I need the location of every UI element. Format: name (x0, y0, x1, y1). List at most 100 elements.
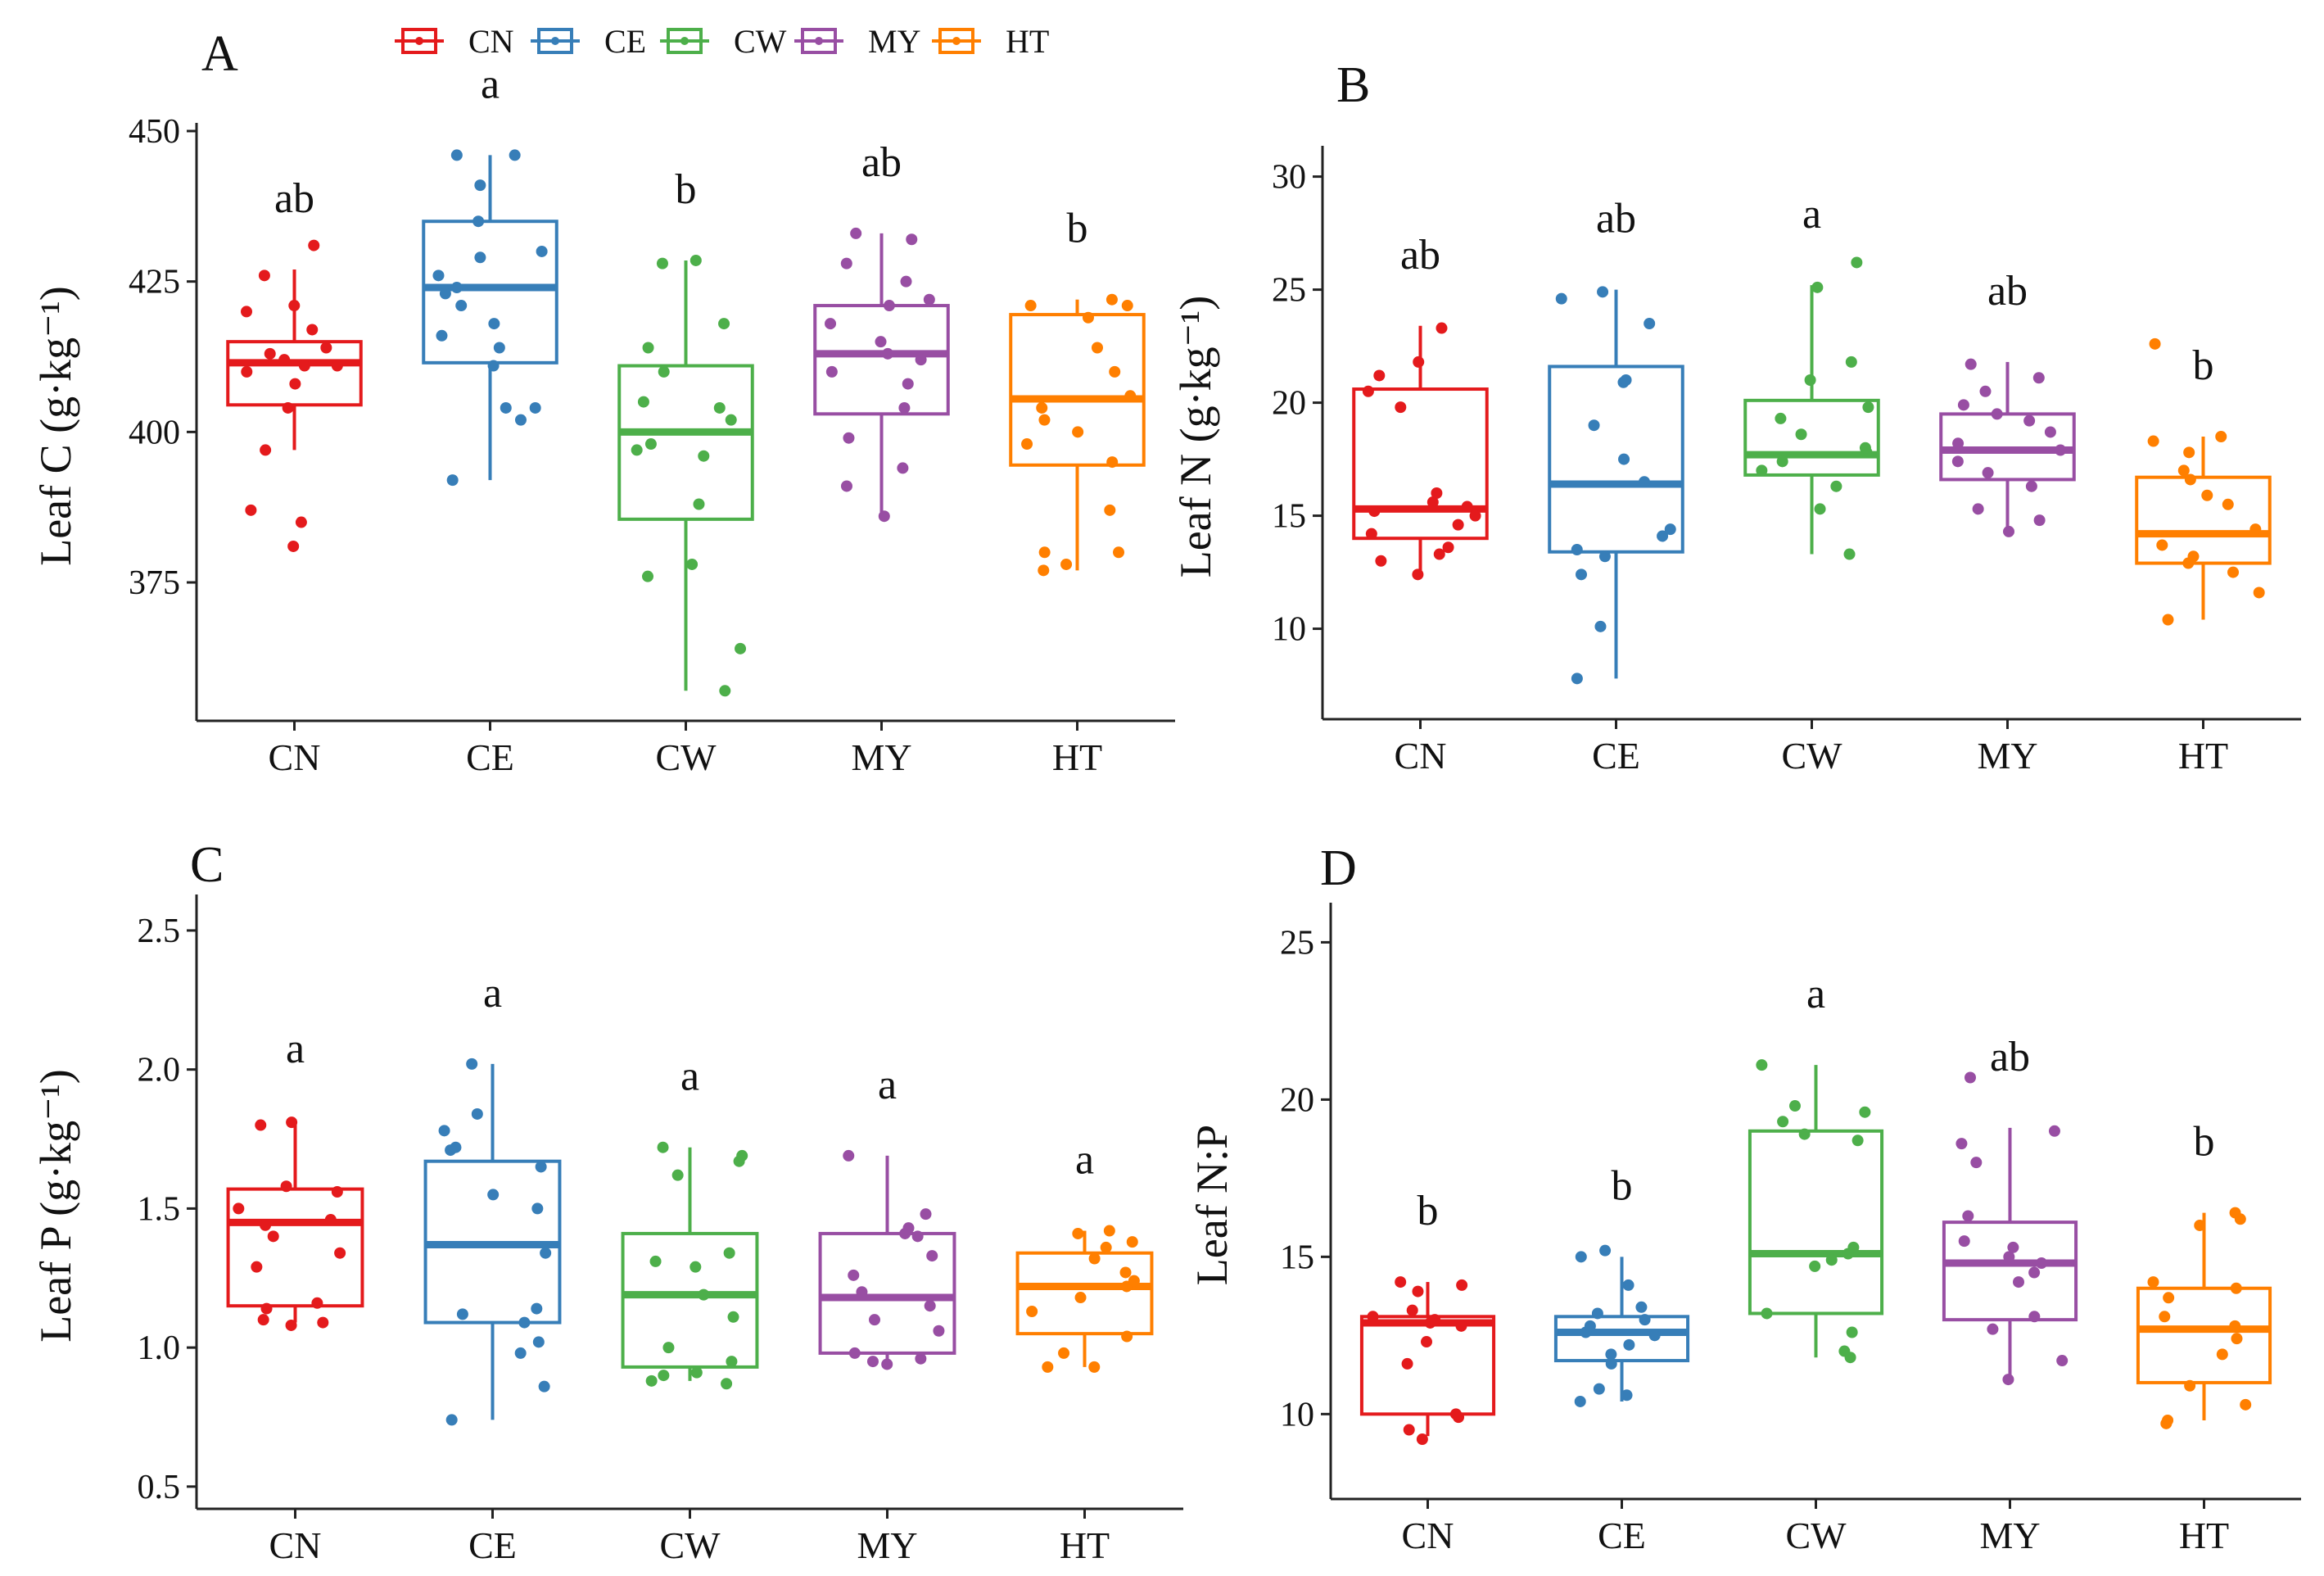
data-point (531, 1202, 544, 1215)
data-point (1623, 1338, 1635, 1351)
data-point (531, 1302, 543, 1315)
data-point (690, 1261, 702, 1273)
data-point (2184, 1379, 2196, 1392)
x-tick-label: MY (851, 736, 911, 778)
data-point (2215, 431, 2227, 442)
significance-letter: a (286, 1026, 305, 1072)
data-point (1838, 1345, 1851, 1357)
data-point (1038, 414, 1051, 426)
data-point (1128, 1275, 1140, 1287)
data-point (2147, 1276, 2159, 1288)
y-tick-label: 375 (129, 564, 180, 602)
data-point (2177, 464, 2190, 477)
data-point (1635, 1301, 1648, 1313)
data-point (2162, 1415, 2174, 1427)
data-point (1756, 464, 1768, 477)
data-point (2240, 1398, 2252, 1411)
box-cw: a (621, 1053, 759, 1390)
box-cw: b (617, 166, 754, 697)
significance-letter: b (2194, 1119, 2215, 1166)
data-point (1775, 412, 1787, 424)
data-point (1124, 390, 1137, 402)
data-point (455, 300, 468, 312)
data-point (1862, 401, 1874, 414)
data-point (1571, 544, 1583, 555)
data-point (1987, 1323, 1999, 1335)
significance-letter: b (2193, 342, 2214, 389)
significance-letter: b (1612, 1162, 1633, 1209)
data-point (1106, 456, 1119, 469)
data-point (1072, 426, 1084, 438)
data-point (509, 149, 521, 161)
data-point (719, 685, 731, 697)
x-tick-label: CN (269, 736, 321, 778)
data-point (2007, 1241, 2019, 1253)
x-tick-label: HT (2178, 735, 2228, 777)
data-point (2033, 514, 2046, 527)
data-point (1368, 505, 1381, 518)
data-point (1395, 401, 1407, 414)
iqr-box (226, 340, 363, 407)
data-point (2230, 1282, 2242, 1294)
data-point (1776, 455, 1788, 468)
y-tick-label: 10 (1280, 1396, 1314, 1433)
data-point (656, 257, 668, 269)
data-point (285, 1319, 297, 1331)
data-point (727, 1311, 739, 1323)
box-cn: ab (1352, 232, 1489, 581)
data-point (1104, 504, 1116, 516)
data-point (658, 1370, 670, 1382)
y-tick-label: 20 (1272, 385, 1306, 423)
data-point (2163, 1292, 2175, 1304)
data-point (882, 347, 894, 360)
data-point (1962, 1210, 1974, 1222)
data-point (514, 1347, 527, 1359)
data-point (1121, 300, 1133, 312)
data-point (1598, 550, 1611, 563)
y-axis-label: Leaf N:P (1187, 1125, 1237, 1285)
data-point (658, 365, 670, 378)
iqr-box (621, 1231, 759, 1369)
data-point (698, 1288, 710, 1301)
data-point (439, 288, 451, 300)
data-point (487, 1189, 500, 1201)
data-point (1639, 1314, 1651, 1326)
significance-letter: b (1417, 1188, 1439, 1234)
data-point (637, 396, 649, 408)
iqr-box (2136, 1286, 2272, 1384)
data-point (1058, 1347, 1070, 1359)
data-point (1024, 300, 1037, 312)
y-tick-label: 400 (129, 414, 180, 451)
iqr-box (1352, 387, 1489, 541)
data-point (1436, 322, 1448, 334)
box-ht: b (2135, 337, 2272, 626)
data-point (1091, 342, 1103, 354)
data-point (1416, 1433, 1428, 1446)
data-point (1455, 1320, 1467, 1332)
data-point (1575, 1251, 1587, 1263)
x-tick-label: CE (468, 1524, 517, 1566)
y-tick-label: 20 (1280, 1081, 1314, 1119)
data-point (1038, 564, 1050, 577)
data-point (1795, 428, 1807, 441)
y-tick-label: 1.5 (138, 1190, 181, 1228)
data-point (1851, 256, 1863, 269)
data-point (698, 450, 710, 462)
data-point (529, 401, 541, 414)
x-tick-label: CE (466, 736, 514, 778)
data-point (474, 179, 486, 192)
panel-label: D (1320, 840, 1357, 896)
legend-key-point (680, 37, 689, 45)
data-point (693, 498, 705, 510)
data-point (532, 1336, 545, 1348)
data-point (1555, 292, 1567, 305)
data-point (1082, 311, 1094, 324)
data-point (2056, 1355, 2069, 1367)
y-tick-label: 10 (1272, 611, 1306, 649)
data-point (2159, 1311, 2171, 1323)
y-tick-label: 30 (1272, 159, 1306, 197)
x-tick-label: HT (1060, 1524, 1110, 1566)
box-my: ab (813, 139, 950, 523)
data-point (289, 378, 301, 390)
data-point (911, 1230, 924, 1243)
